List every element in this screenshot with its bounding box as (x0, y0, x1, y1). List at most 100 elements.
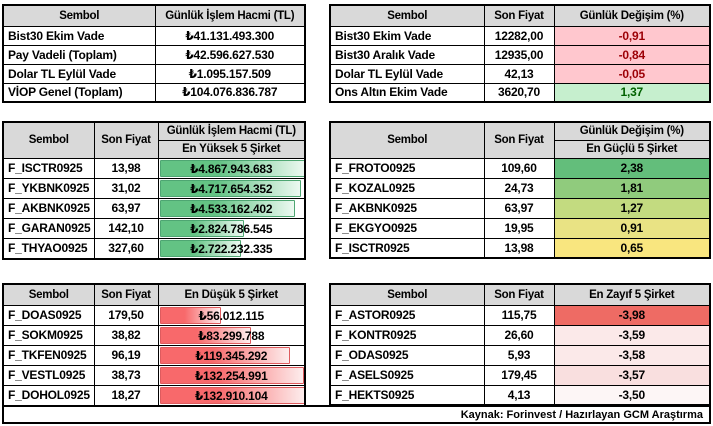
symbol-cell: F_FROTO0925 (329, 157, 485, 179)
column-header-sembol: Sembol (329, 121, 485, 159)
daily-change-cell: 1,37 (553, 82, 711, 103)
green-data-bar (159, 199, 295, 217)
table-row: F_KOZAL0925 24,73 1,81 (329, 177, 711, 199)
daily-change-cell: 2,38 (553, 157, 711, 179)
table-row: F_GARAN0925 142,10 ₺2.824.786.545 (2, 217, 306, 239)
symbol-cell: F_HEKTS0925 (329, 384, 485, 406)
daily-change-cell: -0,05 (553, 63, 711, 84)
table-row: F_SOKM0925 38,82 ₺83.299.788 (2, 324, 306, 346)
table-row: F_THYAO0925 327,60 ₺2.722.232.335 (2, 237, 306, 259)
header-row: Sembol Son Fiyat Günlük Değişim (%) (329, 121, 711, 159)
symbol-cell: F_ASELS0925 (329, 364, 485, 386)
volume-bar-cell: ₺4.867.943.683 (157, 157, 306, 179)
header-row: Sembol Son Fiyat Günlük Değişim (%) (329, 4, 711, 27)
table-row: F_HEKTS0925 4,13 -3,50 (329, 384, 711, 406)
column-header-last-price: Son Fiyat (93, 121, 159, 159)
bar-value-label: ₺56.012.115 (198, 308, 265, 323)
column-header-daily-change: Günlük Değişim (%) (553, 4, 711, 27)
table-row: F_ISCTR0925 13,98 0,65 (329, 237, 711, 259)
last-price-cell: 327,60 (93, 237, 159, 259)
symbol-cell: F_YKBNK0925 (2, 177, 95, 199)
header-subrow: En Yüksek 5 Şirket (3, 139, 306, 159)
daily-change-cell: 1,81 (553, 177, 711, 199)
column-header-lowest5: En Düşük 5 Şirket (157, 283, 306, 306)
column-header-weakest5: En Zayıf 5 Şirket (553, 283, 711, 306)
volume-value-cell: ₺42.596.627.530 (154, 44, 306, 65)
volume-bar-cell: ₺56.012.115 (157, 304, 306, 326)
header-row: Sembol Günlük İşlem Hacmi (TL) (2, 4, 306, 27)
bar-value-label: ₺132.254.991 (194, 368, 268, 383)
symbol-cell: F_AKBNK0925 (329, 197, 485, 219)
table-row: Ons Altın Ekim Vade 3620,70 1,37 (329, 82, 711, 103)
volume-bar-cell: ₺4.533.162.402 (157, 197, 306, 219)
table-row: VİOP Genel (Toplam) ₺104.076.836.787 (2, 82, 306, 103)
volume-bar-cell: ₺132.254.991 (157, 364, 306, 386)
volume-bar-cell: ₺119.345.292 (157, 344, 306, 366)
daily-change-cell: -3,57 (553, 364, 711, 386)
bar-value-label: ₺4.717.654.352 (190, 181, 273, 196)
table-row: F_TKFEN0925 96,19 ₺119.345.292 (2, 344, 306, 366)
red-data-bar (159, 326, 252, 344)
volume-bar-cell: ₺83.299.788 (157, 324, 306, 346)
red-data-bar (159, 346, 291, 364)
symbol-cell: VİOP Genel (Toplam) (2, 82, 156, 103)
red-data-bar (159, 386, 304, 404)
strongest-table: Sembol Son Fiyat Günlük Değişim (%) En G… (329, 121, 711, 259)
last-price-cell: 24,73 (483, 177, 555, 199)
last-price-cell: 115,75 (483, 304, 555, 326)
daily-change-cell: 0,91 (553, 217, 711, 239)
green-data-bar (159, 179, 301, 197)
symbol-cell: F_ASTOR0925 (329, 304, 485, 326)
bar-value-label: ₺4.533.162.402 (190, 201, 273, 216)
table-row: F_AKBNK0925 63,97 1,27 (329, 197, 711, 219)
last-price-cell: 179,50 (93, 304, 159, 326)
bar-value-label: ₺83.299.788 (198, 328, 265, 343)
column-header-volume: Günlük İşlem Hacmi (TL) (157, 121, 306, 141)
green-data-bar (159, 239, 241, 257)
symbol-cell: F_DOAS0925 (2, 304, 95, 326)
table-row: F_ISCTR0925 13,98 ₺4.867.943.683 (2, 157, 306, 179)
table-row: F_VESTL0925 38,73 ₺132.254.991 (2, 364, 306, 386)
table-row: F_DOAS0925 179,50 ₺56.012.115 (2, 304, 306, 326)
last-price-cell: 5,93 (483, 344, 555, 366)
symbol-cell: F_SOKM0925 (2, 324, 95, 346)
header-subrow: En Güçlü 5 Şirket (330, 139, 711, 159)
bar-value-label: ₺2.722.232.335 (190, 241, 273, 256)
last-price-cell: 18,27 (93, 384, 159, 406)
volume-bar-cell: ₺4.717.654.352 (157, 177, 306, 199)
table-row: Pay Vadeli (Toplam) ₺42.596.627.530 (2, 44, 306, 65)
source-note: Kaynak: Forinvest / Hazırlayan GCM Araşt… (460, 408, 703, 421)
symbol-cell: F_AKBNK0925 (2, 197, 95, 219)
table-row: Bist30 Ekim Vade 12282,00 -0,91 (329, 25, 711, 46)
last-price-cell: 38,73 (93, 364, 159, 386)
table-row: Bist30 Aralık Vade 12935,00 -0,84 (329, 44, 711, 65)
column-header-sembol: Sembol (2, 283, 95, 306)
table-row: F_EKGYO0925 19,95 0,91 (329, 217, 711, 239)
volume-value-cell: ₺1.095.157.509 (154, 63, 306, 84)
last-price-cell: 13,98 (483, 237, 555, 259)
source-footer: Kaynak: Forinvest / Hazırlayan GCM Araşt… (2, 405, 711, 424)
table-row: F_ASELS0925 179,45 -3,57 (329, 364, 711, 386)
last-price-cell: 179,45 (483, 364, 555, 386)
last-price-cell: 31,02 (93, 177, 159, 199)
symbol-cell: Bist30 Aralık Vade (329, 44, 485, 65)
symbol-cell: F_GARAN0925 (2, 217, 95, 239)
last-price-cell: 3620,70 (483, 82, 555, 103)
daily-change-cell: -0,91 (553, 25, 711, 46)
bar-value-label: ₺132.910.104 (194, 388, 268, 403)
table-row: Bist30 Ekim Vade ₺41.131.493.300 (2, 25, 306, 46)
table-row: F_YKBNK0925 31,02 ₺4.717.654.352 (2, 177, 306, 199)
price-change-summary-table: Sembol Son Fiyat Günlük Değişim (%) Bist… (329, 4, 711, 103)
table-row: F_ODAS0925 5,93 -3,58 (329, 344, 711, 366)
header-row: Sembol Son Fiyat Günlük İşlem Hacmi (TL) (2, 121, 306, 159)
last-price-cell: 63,97 (483, 197, 555, 219)
column-header-last-price: Son Fiyat (483, 121, 555, 159)
symbol-cell: F_KONTR0925 (329, 324, 485, 346)
symbol-cell: F_TKFEN0925 (2, 344, 95, 366)
daily-change-cell: -3,98 (553, 304, 711, 326)
column-subheader-strongest5: En Güçlü 5 Şirket (553, 139, 711, 159)
daily-change-cell: -0,84 (553, 44, 711, 65)
volume-bar-cell: ₺2.722.232.335 (157, 237, 306, 259)
last-price-cell: 13,98 (93, 157, 159, 179)
table-row: Dolar TL Eylül Vade 42,13 -0,05 (329, 63, 711, 84)
